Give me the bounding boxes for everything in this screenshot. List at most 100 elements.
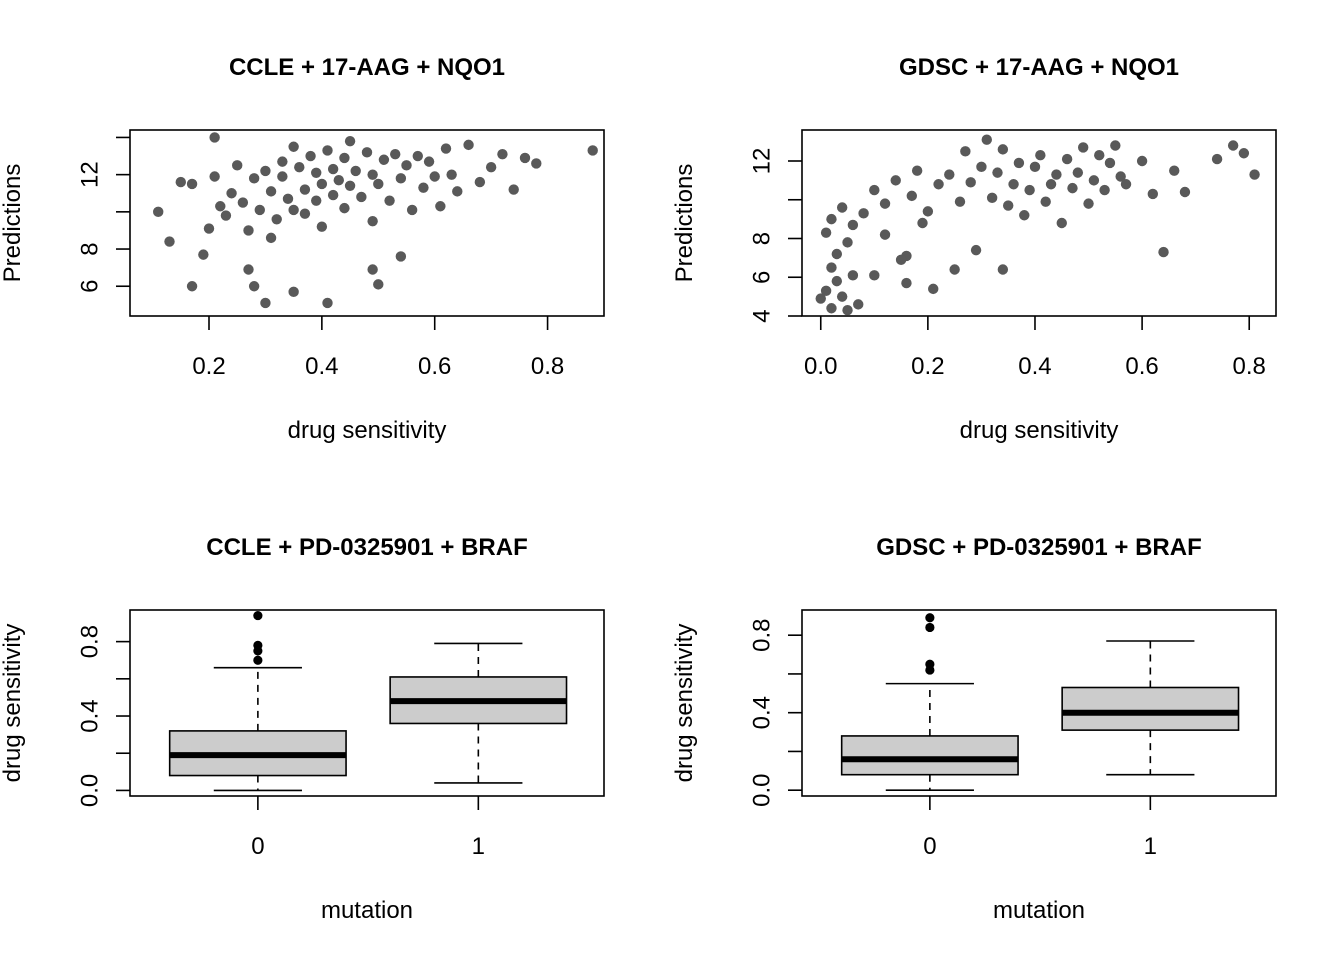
data-point [1029, 161, 1041, 173]
data-point [976, 161, 987, 173]
data-point [198, 249, 209, 260]
data-point [986, 192, 998, 204]
data-point [440, 143, 452, 154]
outlier-point [253, 655, 263, 665]
x-tick-label: 0.6 [418, 353, 451, 380]
y-tick-label: 0.0 [77, 774, 104, 807]
data-point [933, 179, 944, 190]
data-point [901, 277, 912, 289]
data-point [906, 190, 917, 202]
y-axis-label: Predictions [671, 164, 698, 283]
data-point [1077, 142, 1089, 153]
data-point [226, 188, 237, 199]
x-tick-label: 0.4 [305, 353, 338, 380]
y-tick-label: 12 [749, 148, 776, 175]
data-point [831, 275, 843, 287]
box-iqr [840, 735, 1019, 776]
outlier-point [253, 610, 263, 621]
box-iqr [1061, 686, 1240, 731]
x-axis-label: drug sensitivity [960, 417, 1119, 444]
data-point [153, 206, 164, 218]
y-tick-label: 8 [77, 242, 104, 255]
data-point [339, 202, 350, 214]
x-tick-label: 0 [923, 833, 936, 860]
data-point [1056, 217, 1067, 229]
data-point [277, 156, 288, 167]
data-point [260, 297, 271, 309]
plot-frame [129, 609, 605, 797]
chart-title: GDSC + 17-AAG + NQO1 [899, 54, 1179, 81]
data-point [519, 152, 531, 164]
data-point [836, 202, 848, 213]
data-point [322, 297, 333, 309]
data-point [378, 154, 390, 165]
data-point [254, 204, 265, 216]
y-axis-label: Predictions [0, 164, 26, 283]
data-point [949, 264, 960, 275]
data-point [412, 150, 423, 162]
data-point [1169, 165, 1180, 176]
data-point [1035, 149, 1046, 161]
data-point [282, 193, 294, 205]
data-point [826, 213, 837, 225]
data-point [423, 156, 435, 167]
data-point [1024, 184, 1035, 196]
data-point [311, 167, 322, 178]
data-point [327, 163, 339, 175]
y-tick-label: 12 [77, 161, 104, 188]
data-point [384, 195, 395, 206]
chart-panel-1: CCLE + 17-AAG + NQO1 drug sensitivity Pred… [0, 54, 605, 444]
data-point [316, 178, 328, 190]
data-point [327, 189, 339, 201]
plot-frame [129, 129, 605, 317]
data-point [1040, 196, 1051, 207]
data-point [243, 225, 254, 236]
data-point [890, 175, 901, 186]
data-point [1115, 171, 1126, 182]
data-point [311, 195, 322, 206]
data-point [1088, 175, 1100, 186]
data-point [1136, 155, 1148, 167]
x-tick-label: 0.2 [911, 353, 944, 380]
data-point [429, 171, 440, 182]
data-point [367, 264, 378, 275]
data-point [508, 184, 519, 195]
data-point [344, 135, 356, 147]
data-point [1211, 153, 1223, 165]
outlier-point [925, 613, 935, 623]
data-point [248, 281, 260, 292]
chart-title: GDSC + PD-0325901 + BRAF [876, 534, 1201, 561]
x-tick-label: 0.4 [1018, 353, 1051, 380]
outlier-point [925, 622, 935, 633]
chart-title: CCLE + 17-AAG + NQO1 [229, 54, 505, 81]
data-point [395, 173, 407, 184]
data-point [209, 171, 220, 182]
data-point [367, 169, 378, 180]
data-point [970, 244, 982, 256]
data-point [248, 173, 260, 184]
data-point [954, 196, 966, 207]
y-tick-label: 0.8 [749, 619, 776, 652]
data-point [237, 197, 249, 208]
data-point [826, 303, 837, 314]
data-point [339, 152, 350, 164]
data-point [446, 169, 457, 180]
data-point [1179, 186, 1191, 198]
data-point [847, 270, 859, 281]
data-point [1120, 179, 1132, 190]
data-point [288, 204, 299, 216]
data-point [847, 219, 859, 231]
data-point [869, 270, 880, 281]
data-point [831, 248, 843, 260]
data-point [1067, 182, 1078, 194]
data-point [531, 158, 542, 169]
data-point [395, 251, 407, 262]
data-point [203, 223, 215, 234]
data-point [1008, 179, 1019, 190]
data-point [992, 167, 1003, 178]
x-tick-label: 0.0 [804, 353, 837, 380]
y-tick-label: 6 [77, 280, 104, 293]
data-point [361, 147, 373, 158]
x-axis-label: mutation [321, 897, 413, 924]
data-point [853, 299, 864, 310]
